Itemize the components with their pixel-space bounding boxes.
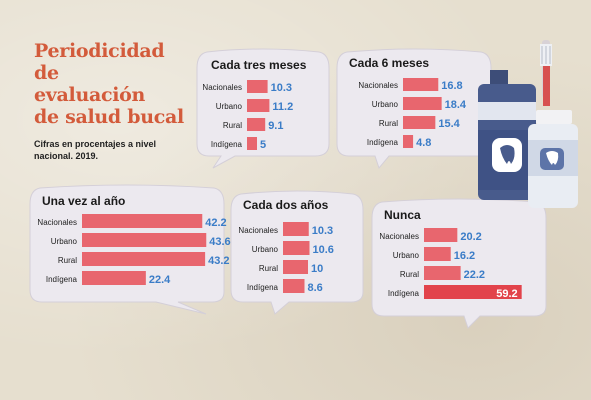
panel-cada-dos-anos: Cada dos años Nacionales 10.3 Urbano 10.6 Ru…: [229, 190, 365, 315]
data-label: 16.2: [454, 250, 475, 262]
data-label: 43.2: [208, 255, 229, 267]
data-label: 5: [260, 139, 266, 151]
panel-title: Cada dos años: [243, 198, 329, 212]
data-label: 10.3: [271, 82, 292, 94]
category-label: Nacionales: [379, 232, 419, 241]
bar: [403, 116, 436, 129]
panel-title: Nunca: [384, 208, 421, 222]
category-label: Indígena: [211, 140, 243, 149]
data-label: 10.6: [313, 244, 334, 256]
panel-title: Cada tres meses: [211, 58, 307, 72]
bar: [247, 80, 268, 93]
tooth-icon: [540, 148, 564, 170]
category-label: Urbano: [252, 245, 279, 254]
data-label: 22.2: [464, 269, 485, 281]
category-label: Nacionales: [358, 81, 398, 90]
category-label: Indígena: [247, 283, 279, 292]
data-label: 22.4: [149, 274, 171, 286]
bar: [403, 135, 414, 148]
panel-title: Una vez al año: [42, 194, 126, 208]
page-title: Periodicidad de evaluación de salud buca…: [34, 40, 184, 128]
data-label: 18.4: [445, 99, 467, 111]
category-label: Urbano: [393, 251, 420, 260]
panel-title: Cada 6 meses: [349, 56, 430, 70]
page-subtitle: Cifras en procentajes a nivel nacional. …: [34, 139, 157, 161]
bar-chart: Nacionales 10.3 Urbano 10.6 Rural 10 Indígena 8…: [238, 222, 334, 294]
panel-una-vez-al-ano: Una vez al año Nacionales 42.2 Urbano 43.6 R…: [28, 184, 231, 315]
toothbrush-icon: [540, 40, 552, 106]
data-label: 8.6: [308, 282, 323, 294]
bar: [247, 137, 257, 150]
bar: [424, 228, 458, 242]
mouthwash-bottle-icon: [478, 70, 536, 200]
bar-chart: Nacionales 42.2 Urbano 43.6 Rural 43.2 Indígen…: [37, 214, 231, 286]
title-block: Periodicidad de evaluación de salud buca…: [34, 40, 194, 162]
category-label: Indígena: [388, 289, 420, 298]
bar: [247, 99, 270, 112]
category-label: Indígena: [367, 138, 399, 147]
data-label: 59.2: [496, 288, 517, 300]
category-label: Indígena: [46, 275, 78, 284]
bar: [82, 271, 146, 285]
data-label: 15.4: [438, 118, 460, 130]
bar: [424, 266, 461, 280]
data-label: 16.8: [441, 80, 462, 92]
bar: [403, 78, 439, 91]
category-label: Rural: [259, 264, 278, 273]
bar: [247, 118, 266, 131]
category-label: Nacionales: [238, 226, 278, 235]
category-label: Urbano: [51, 237, 78, 246]
bar: [82, 233, 207, 247]
bar: [82, 214, 203, 228]
tooth-icon: [492, 138, 522, 172]
bar: [283, 241, 310, 255]
data-label: 20.2: [460, 231, 481, 243]
data-label: 4.8: [416, 137, 431, 149]
bar: [283, 279, 305, 293]
category-label: Rural: [223, 121, 242, 130]
category-label: Nacionales: [37, 218, 77, 227]
category-label: Rural: [379, 119, 398, 128]
data-label: 42.2: [205, 217, 226, 229]
category-label: Urbano: [372, 100, 399, 109]
category-label: Rural: [400, 270, 419, 279]
bar-chart: Nacionales 10.3 Urbano 11.2 Rural 9.1 Indígena…: [202, 80, 293, 151]
bar: [283, 260, 308, 274]
bar: [283, 222, 309, 236]
panel-nunca: Nunca Nacionales 20.2 Urbano 16.2 Rural 22.2 I…: [370, 198, 548, 329]
mouthwash-bottle-icon: [528, 110, 578, 208]
bar: [82, 252, 206, 266]
panel-cada-tres-meses: Cada tres meses Nacionales 10.3 Urbano 11.2…: [195, 48, 331, 169]
data-label: 11.2: [272, 101, 293, 113]
data-label: 9.1: [268, 120, 283, 132]
bar-chart: Nacionales 20.2 Urbano 16.2 Rural 22.2 Indígen…: [379, 228, 522, 300]
bar: [403, 97, 442, 110]
illustration: [478, 40, 578, 208]
category-label: Nacionales: [202, 83, 242, 92]
data-label: 10.3: [312, 225, 333, 237]
data-label: 10: [311, 263, 323, 275]
bar: [424, 247, 451, 261]
bar: [424, 285, 522, 299]
category-label: Rural: [58, 256, 77, 265]
bar-chart: Nacionales 16.8 Urbano 18.4 Rural 15.4 Indígen…: [358, 78, 467, 149]
data-label: 43.6: [209, 236, 230, 248]
category-label: Urbano: [216, 102, 243, 111]
